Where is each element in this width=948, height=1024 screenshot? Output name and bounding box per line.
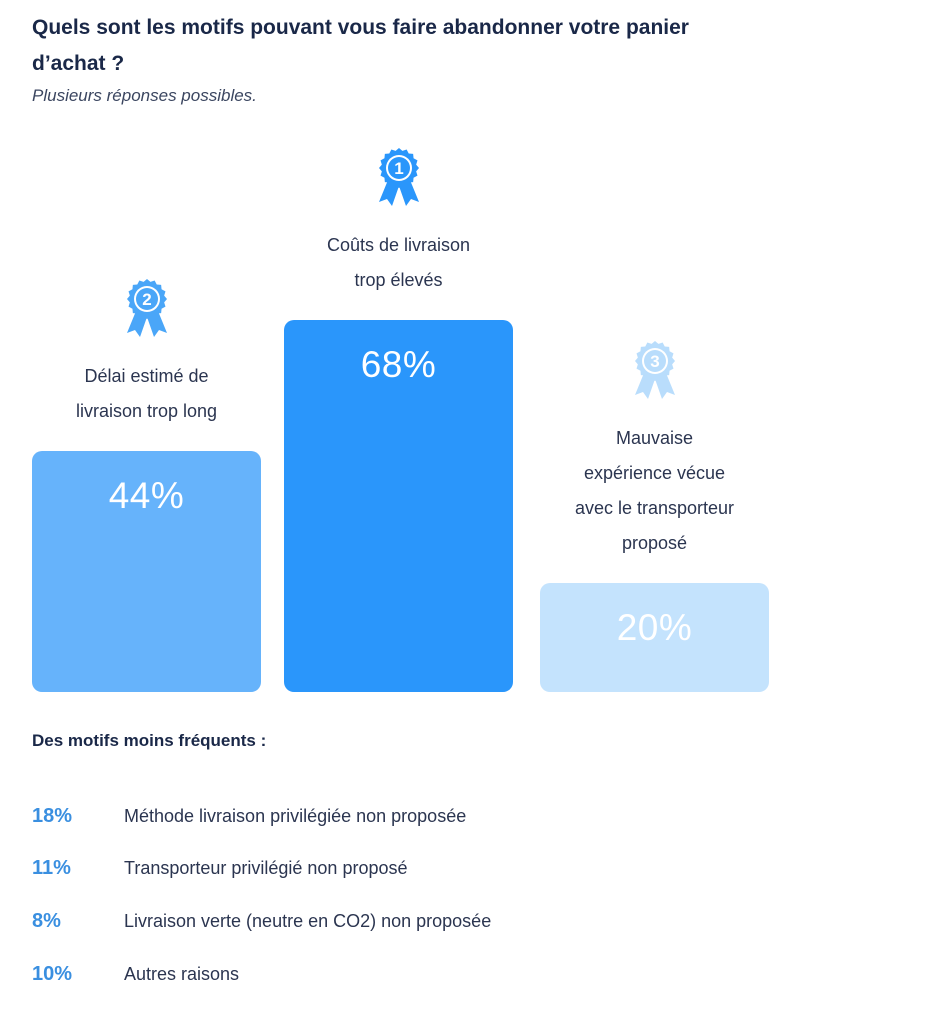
bar-category-label: Mauvaise expérience vécue avec le transpor… <box>574 427 735 553</box>
minor-reason-item: 11% Transporteur privilégié non proposé <box>32 843 491 896</box>
chart-subtitle: Plusieurs réponses possibles. <box>32 86 257 105</box>
bar: 68% <box>284 320 513 692</box>
svg-text:1: 1 <box>394 159 403 178</box>
minor-reason-percent: 11% <box>32 857 71 880</box>
minor-reason-label: Livraison verte (neutre en CO2) non prop… <box>124 910 492 931</box>
minor-reason-item: 18% Méthode livraison privilégiée non pr… <box>32 790 491 843</box>
minor-reasons-heading: Des motifs moins fréquents : <box>32 731 267 750</box>
minor-reason-label: Transporteur privilégié non proposé <box>124 858 408 879</box>
bar-category-label: Délai estimé de livraison trop long <box>75 366 218 422</box>
svg-text:3: 3 <box>650 352 659 371</box>
minor-reasons-list: 18% Méthode livraison privilégiée non pr… <box>32 790 491 1000</box>
minor-reason-percent: 18% <box>32 804 73 827</box>
bar-value-label: 68% <box>360 344 437 386</box>
minor-reason-label: Autres raisons <box>124 963 240 984</box>
bar: 44% <box>32 451 261 692</box>
minor-reason-item: 10% Autres raisons <box>32 948 491 1001</box>
bar: 20% <box>540 582 769 692</box>
bar-column: 2 Délai estimé de livraison trop long 44% <box>32 0 261 692</box>
rank-medal-icon: 3 <box>631 339 679 403</box>
minor-reason-label: Méthode livraison privilégiée non propos… <box>124 805 467 826</box>
svg-text:2: 2 <box>142 290 151 309</box>
bar-value-label: 20% <box>616 606 693 648</box>
bar-value-label: 44% <box>108 475 185 517</box>
bar-column: 1 Coûts de livraison trop élevés 68% <box>284 0 513 692</box>
bar-column: 3 Mauvaise expérience vécue avec le transpo… <box>540 0 769 692</box>
rank-medal-icon: 1 <box>375 146 423 210</box>
minor-reason-percent: 10% <box>32 962 73 985</box>
rank-medal-icon: 2 <box>123 277 171 341</box>
minor-reason-percent: 8% <box>32 909 61 932</box>
minor-reason-item: 8% Livraison verte (neutre en CO2) non p… <box>32 895 491 948</box>
bar-category-label: Coûts de livraison trop élevés <box>326 235 471 291</box>
chart-title: Quels sont les motifs pouvant vous faire… <box>32 16 689 75</box>
